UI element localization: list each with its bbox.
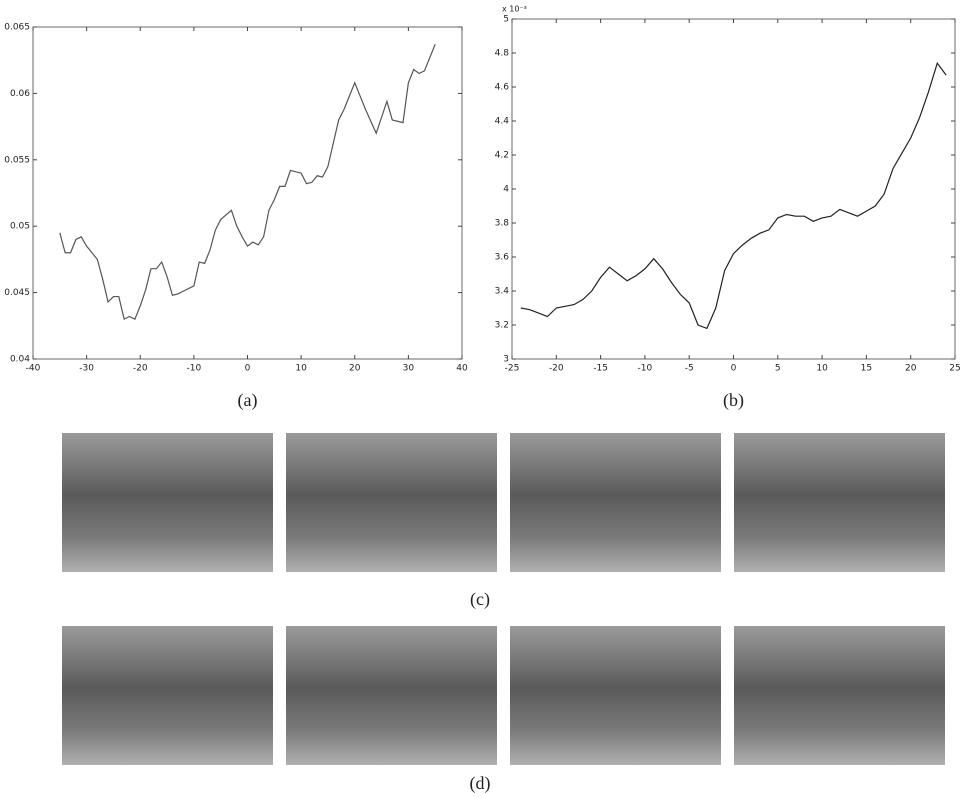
y-tick-label: 5 [503,15,509,25]
x-tick-label: 15 [861,364,872,374]
y-tick-label: 4.4 [495,117,510,127]
y-tick-label: 0.055 [4,155,30,165]
caption: (d) [470,773,491,794]
x-tick-label: -10 [187,364,202,374]
y-tick-label: 3 [503,355,509,365]
photo [510,626,721,765]
x-tick-label: 30 [403,364,415,374]
x-tick-label: 10 [295,364,307,374]
x-tick-label: -10 [638,364,653,374]
x-tick-label: 25 [949,364,960,374]
x-tick-label: -5 [685,364,694,374]
y-tick-label: 4.8 [495,49,510,59]
y-tick-label: 0.06 [10,89,30,99]
photo-row-c [62,433,945,572]
x-tick-label: 40 [456,364,468,374]
y-tick-label: 4 [503,185,509,195]
y-tick-label: 4.6 [495,83,510,93]
y-tick-label: 0.045 [4,288,30,298]
data-line [59,44,436,321]
y-tick-label: 3.2 [495,321,509,331]
x-tick-label: 0 [731,364,737,374]
y-tick-label: 0.05 [10,222,30,232]
photo-row-d [62,626,945,765]
photo [62,433,273,572]
x-tick-label: -20 [549,364,564,374]
x-tick-label: 10 [816,364,828,374]
caption: (a) [238,390,258,411]
photo [286,626,497,765]
x-tick-label: 20 [905,364,917,374]
x-tick-label: 20 [349,364,361,374]
plot-box [32,26,463,360]
photo [286,433,497,572]
photo [734,433,945,572]
caption: (c) [470,589,490,610]
x-tick-label: -20 [133,364,148,374]
y-tick-label: 0.065 [4,23,30,33]
x-tick-label: 5 [775,364,781,374]
data-line [520,61,947,330]
x-tick-label: -30 [79,364,94,374]
photo [62,626,273,765]
y-tick-label: 3.6 [495,253,510,263]
x-tick-label: -15 [593,364,608,374]
caption: (b) [723,390,744,411]
y-tick-label: 3.8 [495,219,510,229]
photo [510,433,721,572]
y-tick-label: 4.2 [495,151,509,161]
photo [734,626,945,765]
x-tick-label: -40 [26,364,41,374]
x-tick-label: 0 [245,364,251,374]
x-tick-label: -25 [505,364,520,374]
y-tick-label: 3.4 [495,287,510,297]
y-multiplier: x 10⁻³ [502,5,527,14]
plot-box [511,18,956,360]
y-tick-label: 0.04 [10,355,30,365]
